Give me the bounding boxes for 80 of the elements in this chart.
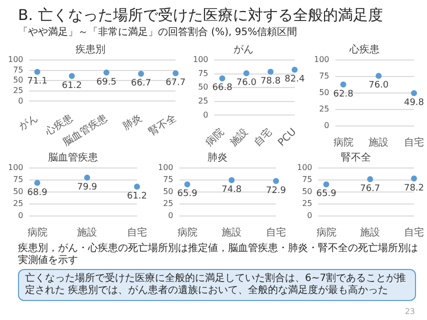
text: B. 亡くなった場所で受けた医療に対する全般的満足度: [18, 6, 383, 25]
y-tick-label: 0: [18, 96, 24, 106]
y-tick-label: 25: [13, 199, 24, 208]
data-label: 66.7: [130, 78, 152, 89]
data-label: 76.0: [368, 80, 389, 91]
y-tick-label: 25: [163, 199, 174, 208]
data-label: 61.2: [62, 80, 82, 91]
y-tick-label: 50: [163, 187, 174, 196]
x-tick-label: 病院: [203, 126, 226, 148]
x-tick-label: 施設: [368, 136, 389, 149]
y-tick-label: 50: [319, 88, 330, 98]
data-label: 74.8: [222, 184, 242, 195]
y-tick-label: 100: [8, 163, 24, 172]
y-tick-label: 25: [302, 199, 312, 208]
data-label: 79.9: [77, 182, 98, 192]
chart-title: 疾患別: [76, 44, 106, 56]
y-tick-label: 100: [314, 55, 330, 64]
data-label: 49.8: [404, 98, 424, 108]
y-tick-label: 50: [302, 187, 312, 196]
y-tick-label: 50: [198, 82, 208, 92]
x-tick-label: 腎不全: [146, 112, 179, 138]
y-tick-label: 75: [13, 175, 24, 184]
data-label: 76.0: [236, 78, 257, 88]
y-tick-label: 75: [319, 72, 330, 81]
x-tick-label: 自宅: [404, 226, 424, 239]
text: 23: [404, 307, 415, 316]
y-tick-label: 25: [198, 96, 208, 106]
data-label: 66.8: [212, 83, 233, 94]
y-tick-label: 25: [13, 86, 24, 95]
text: 疾患別，がん・心疾患の死亡場所別は推定値，脳血管疾患・肺炎・腎不全の死亡場所別は実測値を示す: [18, 243, 418, 267]
x-tick-label: 施設: [222, 226, 242, 239]
data-label: 68.9: [27, 188, 48, 198]
data-label: 78.8: [260, 76, 281, 87]
y-tick-label: 100: [296, 163, 312, 172]
y-tick-label: 75: [13, 65, 24, 74]
data-label: 69.5: [96, 77, 116, 88]
data-label: 76.7: [360, 184, 380, 194]
x-tick-label: 病院: [177, 226, 198, 239]
x-tick-label: 自宅: [252, 126, 274, 148]
data-label: 67.7: [166, 78, 186, 88]
chart-title: がん: [234, 44, 254, 56]
y-tick-label: 0: [324, 121, 330, 130]
x-tick-label: 施設: [77, 226, 98, 239]
x-tick-label: 肺炎: [120, 112, 144, 133]
x-tick-label: 病院: [27, 226, 48, 239]
chart-title: 心疾患: [348, 44, 380, 56]
y-tick-label: 0: [168, 211, 174, 220]
data-label: 78.2: [404, 183, 424, 194]
data-label: 61.2: [126, 191, 148, 202]
text: 「やや満足」～「非常に満足」の回答割合 (%), 95%信頼区間: [18, 26, 298, 39]
y-tick-label: 50: [13, 187, 24, 196]
data-label: 82.4: [284, 74, 305, 85]
data-label: 65.9: [177, 189, 198, 200]
data-label: 71.1: [27, 76, 48, 87]
y-tick-label: 0: [203, 110, 208, 120]
x-tick-label: 病院: [333, 136, 354, 149]
x-tick-label: 病院: [316, 226, 336, 239]
y-tick-label: 75: [163, 175, 174, 184]
y-tick-label: 0: [307, 211, 312, 220]
data-label: 72.9: [266, 186, 286, 196]
x-tick-label: 自宅: [266, 226, 286, 239]
x-tick-label: 施設: [228, 126, 250, 148]
y-tick-label: 100: [8, 55, 24, 64]
chart-title: 脳血管疾患: [48, 152, 98, 164]
x-tick-label: 自宅: [404, 136, 424, 149]
y-tick-label: 25: [319, 104, 330, 114]
y-tick-label: 75: [198, 68, 208, 78]
y-tick-label: 75: [302, 175, 312, 184]
chart-title: 腎不全: [341, 152, 371, 164]
x-tick-label: 施設: [360, 226, 380, 239]
y-tick-label: 100: [192, 55, 208, 64]
data-label: 65.9: [316, 189, 337, 200]
text: 亡くなった場所で受けた医療に全般的に満足していた割合は、6~7割であることが推定された 疾患別では、がん患者の遺族において、全般的な満足度が最も高かった: [18, 269, 416, 301]
data-label: 62.8: [333, 89, 354, 100]
chart-title: 肺炎: [208, 152, 228, 164]
x-tick-label: 自宅: [127, 226, 147, 239]
x-tick-label: がん: [17, 112, 40, 133]
y-tick-label: 100: [158, 163, 174, 172]
y-tick-label: 50: [13, 76, 24, 85]
y-tick-label: 0: [18, 211, 24, 220]
